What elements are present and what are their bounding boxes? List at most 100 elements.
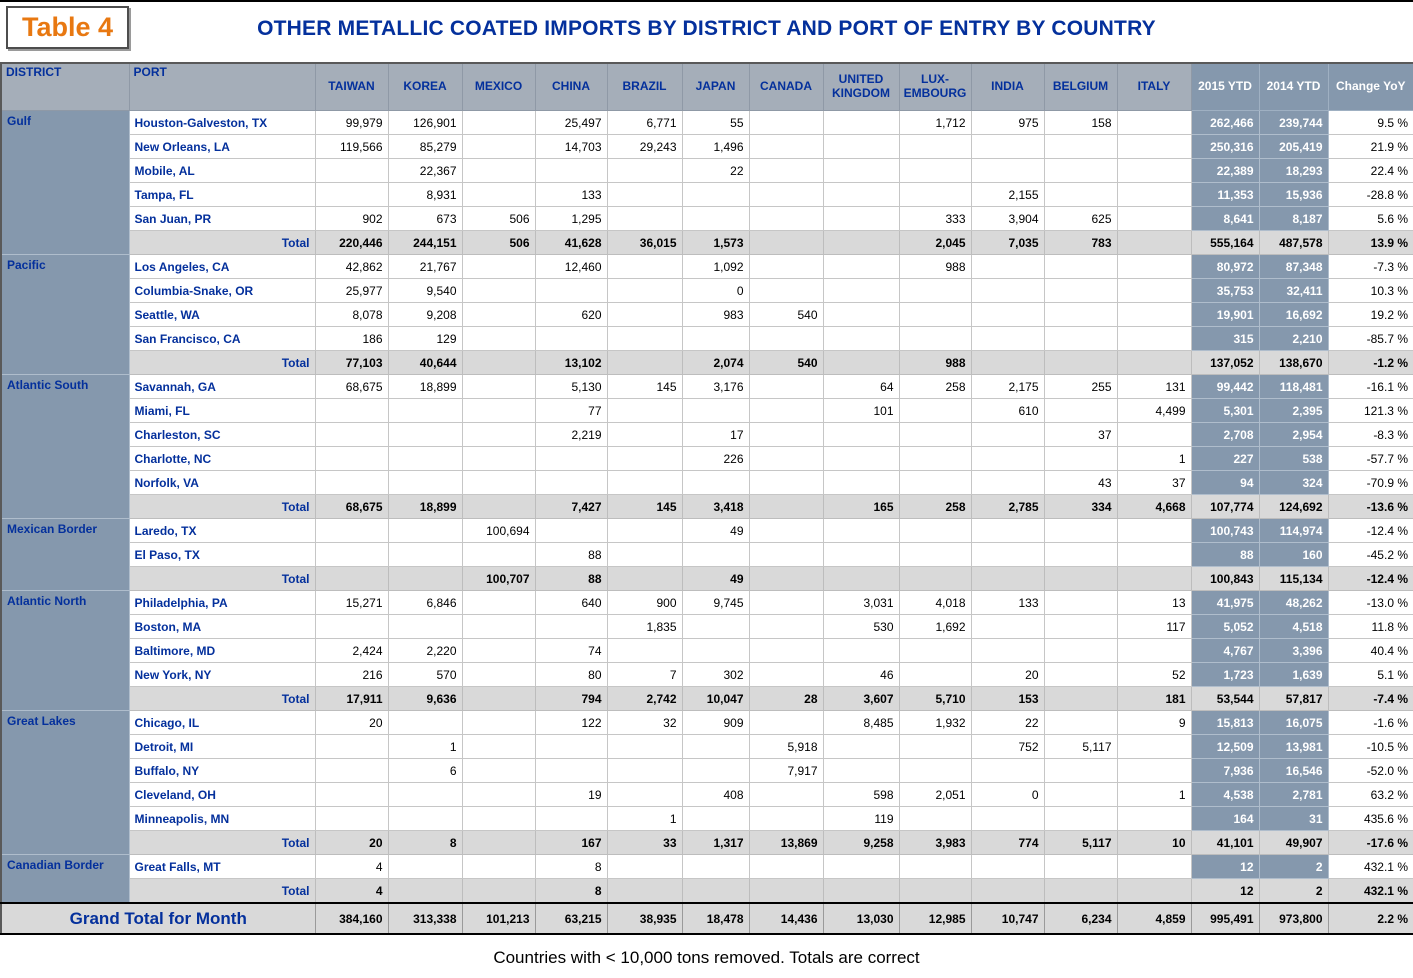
table-row: Detroit, MI 1 5,918 752 5,117 12,509 13,981 -10… — [1, 734, 1413, 759]
value-cell: 673 — [387, 206, 463, 231]
change-yoy-cell: 19.2 % — [1327, 302, 1413, 327]
port-cell: San Juan, PR — [128, 206, 316, 231]
district-cell-atlantic-south: Atlantic South — [0, 374, 130, 519]
ytd-2015-cell: 22,389 — [1190, 158, 1260, 183]
ytd-2015-cell: 164 — [1190, 806, 1260, 831]
value-cell — [1116, 278, 1192, 303]
ytd-2015-cell: 2,708 — [1190, 422, 1260, 447]
value-cell — [314, 806, 389, 831]
district-cell-mexican-border: Mexican Border — [0, 518, 130, 591]
value-cell: 22,367 — [387, 158, 463, 183]
ytd-2014-cell: 31 — [1258, 806, 1329, 831]
port-cell: Chicago, IL — [128, 710, 316, 735]
value-cell: 101,213 — [461, 902, 536, 935]
value-cell — [1116, 158, 1192, 183]
change-yoy-cell: -12.4 % — [1327, 566, 1413, 591]
value-cell: 117 — [1116, 614, 1192, 639]
value-cell — [748, 206, 824, 231]
ytd-2015-cell: 80,972 — [1190, 254, 1260, 279]
value-cell: 4,859 — [1116, 902, 1192, 935]
value-cell — [534, 518, 608, 543]
table-row: Tampa, FL 8,931 133 2,155 11,353 15,936 -28.8 … — [1, 182, 1413, 207]
value-cell — [898, 446, 972, 471]
value-cell: 2,219 — [534, 422, 608, 447]
value-cell: 119 — [822, 806, 900, 831]
value-cell: 5,130 — [534, 374, 608, 399]
ytd-2014-cell: 2 — [1258, 878, 1329, 904]
value-cell — [387, 878, 463, 904]
value-cell — [314, 158, 389, 183]
value-cell: 333 — [898, 206, 972, 231]
value-cell — [748, 470, 824, 495]
value-cell: 129 — [387, 326, 463, 351]
change-yoy-cell: -16.1 % — [1327, 374, 1413, 399]
value-cell — [681, 470, 750, 495]
value-cell — [1116, 110, 1192, 135]
value-cell — [898, 758, 972, 783]
value-cell — [534, 446, 608, 471]
value-cell — [534, 278, 608, 303]
value-cell: 625 — [1043, 206, 1118, 231]
value-cell — [461, 854, 536, 879]
value-cell: 540 — [748, 350, 824, 375]
value-cell: 55 — [681, 110, 750, 135]
value-cell — [1043, 854, 1118, 879]
port-cell: Great Falls, MT — [128, 854, 316, 879]
value-cell — [461, 302, 536, 327]
value-cell: 384,160 — [314, 902, 389, 935]
column-header-port: PORT — [128, 62, 316, 111]
value-cell — [1116, 734, 1192, 759]
value-cell — [822, 206, 900, 231]
table-row: Norfolk, VA 43 37 94 324 -70.9 % — [1, 470, 1413, 495]
value-cell: 258 — [898, 494, 972, 519]
value-cell — [681, 878, 750, 904]
value-cell — [534, 326, 608, 351]
column-header-district: DISTRICT — [0, 62, 130, 111]
value-cell: 119,566 — [314, 134, 389, 159]
value-cell — [748, 566, 824, 591]
value-cell — [681, 326, 750, 351]
value-cell — [1116, 878, 1192, 904]
value-cell — [461, 806, 536, 831]
ytd-2014-cell: 1,639 — [1258, 662, 1329, 687]
ytd-2014-cell: 487,578 — [1258, 230, 1329, 255]
table-number-label: Table 4 — [6, 6, 130, 49]
value-cell — [1043, 350, 1118, 375]
value-cell: 100,694 — [461, 518, 536, 543]
ytd-2014-cell: 15,936 — [1258, 182, 1329, 207]
port-cell: Tampa, FL — [128, 182, 316, 207]
ytd-2015-cell: 5,052 — [1190, 614, 1260, 639]
ytd-2014-cell: 115,134 — [1258, 566, 1329, 591]
value-cell — [387, 806, 463, 831]
value-cell: 6,846 — [387, 590, 463, 615]
value-cell: 80 — [534, 662, 608, 687]
change-yoy-cell: -52.0 % — [1327, 758, 1413, 783]
change-yoy-cell: 11.8 % — [1327, 614, 1413, 639]
value-cell — [461, 494, 536, 519]
column-header-japan: JAPAN — [681, 62, 750, 111]
value-cell: 14,703 — [534, 134, 608, 159]
value-cell — [1116, 302, 1192, 327]
value-cell — [461, 878, 536, 904]
value-cell — [461, 710, 536, 735]
value-cell — [822, 230, 900, 255]
value-cell — [606, 638, 683, 663]
value-cell — [461, 782, 536, 807]
port-cell: Baltimore, MD — [128, 638, 316, 663]
change-yoy-cell: -12.4 % — [1327, 518, 1413, 543]
value-cell: 99,979 — [314, 110, 389, 135]
value-cell: 975 — [970, 110, 1045, 135]
value-cell: 2,424 — [314, 638, 389, 663]
value-cell: 9,636 — [387, 686, 463, 711]
value-cell: 46 — [822, 662, 900, 687]
value-cell: 3,983 — [898, 830, 972, 855]
value-cell: 29,243 — [606, 134, 683, 159]
ytd-2015-cell: 88 — [1190, 542, 1260, 567]
total-label: Total — [128, 686, 316, 711]
value-cell: 506 — [461, 230, 536, 255]
value-cell — [748, 446, 824, 471]
ytd-2015-cell: 11,353 — [1190, 182, 1260, 207]
district-total-row: Total 68,675 18,899 7,427 145 3,418 165 258 2,78… — [1, 494, 1413, 519]
table-row: Columbia-Snake, OR 25,977 9,540 0 35,753 32,4… — [1, 278, 1413, 303]
ytd-2015-cell: 1,723 — [1190, 662, 1260, 687]
